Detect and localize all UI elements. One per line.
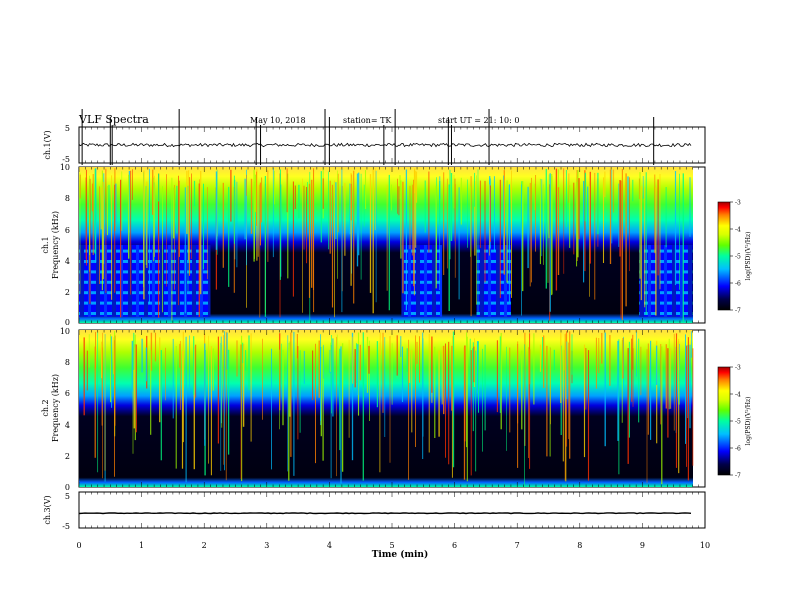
ch3-wave-ytick-top: 5 — [65, 492, 70, 501]
ch2-colorbar-label: log(PSD)(V²/Hz) — [745, 397, 752, 446]
colorbar-tick-label: -3 — [735, 365, 741, 372]
ch1-wave-ylabel: ch.1(V) — [43, 130, 52, 159]
ch1-spec-ylabel-ch: ch.1 — [41, 236, 50, 253]
ch1-harmonic-band — [639, 245, 693, 317]
colorbar-tick-label: -6 — [735, 446, 741, 453]
figure-title: VLF Spectra — [78, 113, 149, 126]
x-tick-label: 4 — [327, 541, 332, 550]
axis-ticks — [78, 127, 706, 528]
x-tick-label: 5 — [389, 541, 394, 550]
ch1-harmonic-band — [79, 245, 211, 317]
x-tick-label: 8 — [577, 541, 582, 550]
ch3-waveform-line — [78, 512, 692, 515]
ch2-colorbar-ramp — [717, 366, 731, 476]
x-tick-labels: 0 1 2 3 4 5 6 7 8 9 10 — [76, 541, 710, 550]
ch1-spectrogram-panel: 0 2 4 6 8 10 ch.1 Frequency (kHz) — [41, 163, 706, 327]
ch1-colorbar: -3 -4 -5 -6 -7 log(PSD)(V²/Hz) — [717, 200, 752, 315]
ch2-colorbar: -3 -4 -5 -6 -7 log(PSD)(V²/Hz) — [717, 365, 752, 480]
ch1-waveform-line — [78, 142, 692, 148]
station-label: station= TK — [343, 116, 392, 125]
colorbar-tick-label: -3 — [735, 200, 741, 207]
ch3-wave-ylabel: ch.3(V) — [43, 495, 52, 524]
ch1-colorbar-label: log(PSD)(V²/Hz) — [745, 232, 752, 281]
x-tick-label: 10 — [700, 541, 710, 550]
ch2-spec-ytick-6: 6 — [65, 389, 70, 398]
ch1-waveform-spikes — [81, 109, 655, 165]
ch3-waveform-panel: 5 -5 ch.3(V) — [43, 491, 706, 531]
x-axis-label: Time (min) — [372, 549, 429, 560]
x-tick-label: 0 — [76, 541, 81, 550]
x-tick-label: 1 — [139, 541, 144, 550]
x-tick-label: 2 — [202, 541, 207, 550]
ch1-wave-ytick-top: 5 — [65, 124, 70, 133]
ch1-spec-ytick-6: 6 — [65, 226, 70, 235]
colorbar-tick-label: -5 — [735, 419, 741, 426]
ch1-harmonic-band — [476, 245, 511, 317]
colorbar-tick-label: -4 — [735, 392, 741, 399]
x-tick-label: 7 — [515, 541, 520, 550]
x-tick-label: 9 — [640, 541, 645, 550]
colorbar-tick-label: -7 — [735, 308, 741, 315]
ch2-spec-ylabel-ch: ch.2 — [41, 399, 50, 416]
ch2-spectrogram-background — [79, 330, 693, 487]
ch1-colorbar-ticks: -3 -4 -5 -6 -7 — [730, 200, 741, 315]
ch1-spec-ytick-10: 10 — [60, 163, 70, 172]
colorbar-tick-label: -4 — [735, 227, 741, 234]
ch1-colorbar-ramp — [717, 201, 731, 311]
ch1-wave-ytick-bottom: -5 — [62, 155, 70, 164]
ch1-spectrogram-streaks — [79, 168, 691, 322]
ch2-colorbar-ticks: -3 -4 -5 -6 -7 — [730, 365, 741, 480]
date-label: May 10, 2018 — [250, 116, 306, 125]
ch2-spec-ytick-10: 10 — [60, 327, 70, 336]
ch3-wave-ytick-bottom: -5 — [62, 522, 70, 531]
ch2-spec-ytick-8: 8 — [65, 358, 70, 367]
ch1-spec-ytick-8: 8 — [65, 194, 70, 203]
ch2-spec-ytick-2: 2 — [65, 452, 70, 461]
colorbar-tick-label: -6 — [735, 281, 741, 288]
ch1-spec-ytick-2: 2 — [65, 288, 70, 297]
ch3-waveform-frame — [78, 491, 706, 529]
ch1-spec-ylabel: Frequency (kHz) — [51, 211, 60, 279]
ch2-spec-ytick-0: 0 — [65, 483, 70, 492]
ch2-spec-ytick-4: 4 — [65, 421, 70, 430]
ch2-spec-ylabel: Frequency (kHz) — [51, 374, 60, 442]
start-ut-label: start UT = 21: 10: 0 — [438, 116, 519, 125]
colorbar-tick-label: -7 — [735, 473, 741, 480]
x-tick-label: 3 — [264, 541, 269, 550]
ch1-spec-ytick-4: 4 — [65, 257, 70, 266]
x-tick-label: 6 — [452, 541, 457, 550]
colorbar-tick-label: -5 — [735, 254, 741, 261]
ch1-waveform-panel: 5 -5 ch.1(V) — [43, 109, 706, 165]
ch1-harmonic-band — [401, 245, 443, 317]
ch1-spec-ytick-0: 0 — [65, 318, 70, 327]
ch2-spectrogram-streaks — [83, 331, 694, 486]
ch2-spectrogram-panel: 0 2 4 6 8 10 ch.2 Frequency (kHz) — [41, 327, 706, 492]
